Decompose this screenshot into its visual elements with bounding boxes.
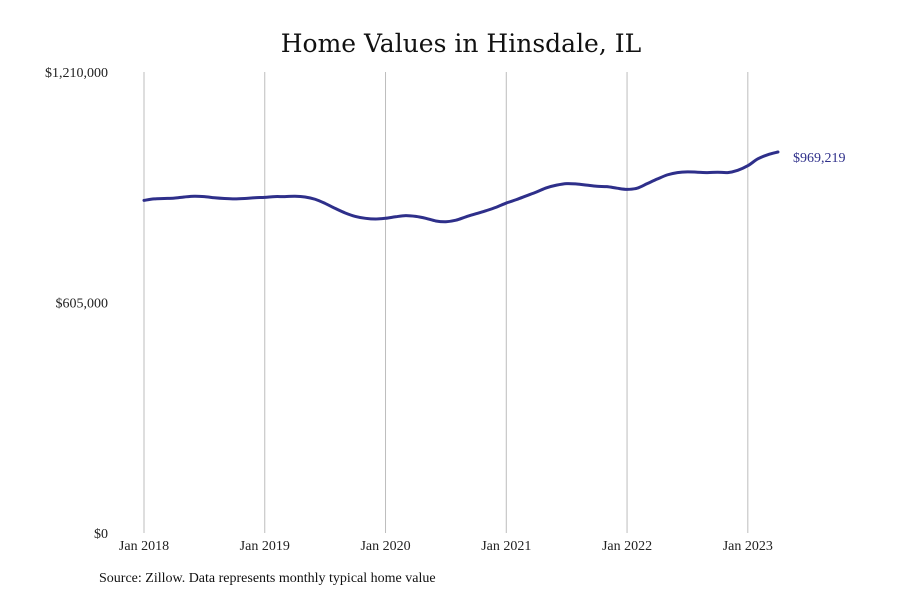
x-tick-label: Jan 2023 (723, 539, 773, 554)
x-tick-label: Jan 2020 (360, 539, 410, 554)
x-tick-label: Jan 2019 (240, 539, 290, 554)
x-tick-label: Jan 2018 (119, 539, 169, 554)
end-value-label: $969,219 (793, 151, 846, 166)
y-tick-label: $1,210,000 (45, 66, 108, 81)
series-line (142, 150, 780, 224)
y-axis-ticks: $0 $605,000 $1,210,000 (45, 66, 108, 542)
x-tick-label: Jan 2022 (602, 539, 652, 554)
gridlines (143, 72, 749, 533)
chart-title: Home Values in Hinsdale, IL (281, 29, 641, 58)
source-note: Source: Zillow. Data represents monthly … (99, 571, 436, 586)
x-tick-label: Jan 2021 (481, 539, 531, 554)
series-group (142, 150, 780, 224)
x-axis-ticks: Jan 2018 Jan 2019 Jan 2020 Jan 2021 Jan 2022… (119, 539, 773, 554)
y-tick-label: $0 (94, 527, 108, 542)
y-tick-label: $605,000 (56, 297, 109, 312)
